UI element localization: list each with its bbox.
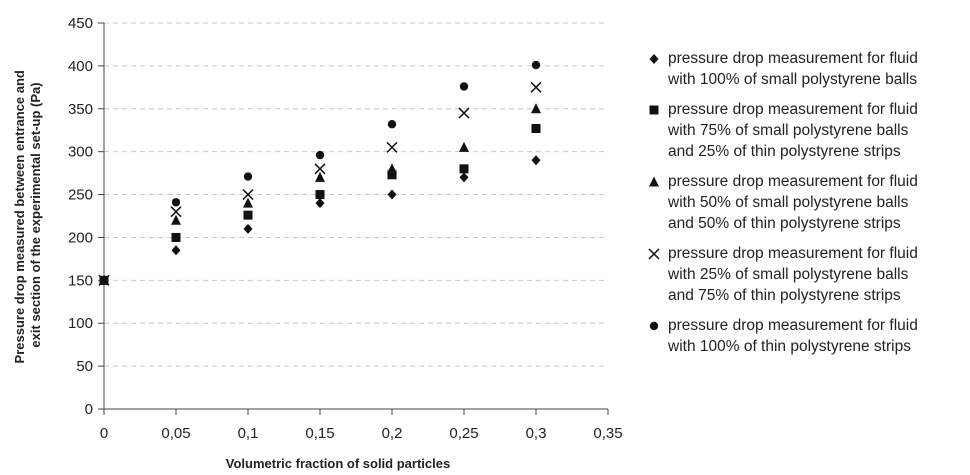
x-tick-label: 0,3 [526,425,547,442]
y-tick-label: 50 [76,358,93,375]
triangle-marker-icon [649,176,659,187]
legend-label-line: with 100% of small polystyrene balls [668,71,917,88]
data-point-x [314,163,326,175]
legend-label-line: pressure drop measurement for fluid [668,173,918,190]
data-point-triangle [315,171,325,182]
data-point-x [170,206,182,218]
data-point-x [458,107,470,119]
gridlines [104,22,608,367]
legend-label-line: pressure drop measurement for fluid [668,101,918,118]
series-diamond [99,155,541,286]
legend-marker [649,54,659,64]
axes [103,23,608,410]
data-point-diamond [459,172,469,183]
y-tick-label: 200 [68,229,93,246]
data-point-square [315,190,325,200]
data-points [98,60,542,286]
legend-label-line: and 75% of thin polystyrene strips [668,287,901,304]
legend: pressure drop measurement for fluid with … [648,48,968,366]
legend-marker [649,176,659,187]
data-point-circle [315,150,325,160]
x-tick-label: 0,15 [305,425,334,442]
x-tick-label: 0 [100,425,108,442]
data-point-square [171,232,181,242]
y-tick-label: 100 [68,315,93,332]
data-point-triangle [531,103,541,114]
legend-item: pressure drop measurement for fluid with … [648,243,968,306]
data-point-triangle [171,214,181,225]
y-tick-label: 350 [68,101,93,118]
data-point-triangle [243,197,253,208]
legend-item: pressure drop measurement for fluid with … [648,48,968,90]
y-tick-label: 450 [68,15,93,32]
legend-label-line: pressure drop measurement for fluid [668,317,918,334]
legend-label-line: with 100% of thin polystyrene strips [668,338,911,355]
circle-marker-icon [649,321,659,331]
diamond-marker-icon [649,54,659,64]
series-circle [99,60,541,285]
y-axis-title: Pressure drop measured between entrance … [12,67,43,364]
data-point-circle [387,120,397,129]
data-point-square [387,170,397,180]
x-tick-label: 0,2 [382,425,403,442]
legend-item: pressure drop measurement for fluid with … [648,171,968,234]
legend-label-line: pressure drop measurement for fluid [668,245,918,262]
legend-marker [649,321,659,331]
data-point-x [242,189,254,201]
data-point-square [459,164,469,174]
x-tick-label: 0,05 [161,425,190,442]
legend-label-line: with 75% of small polystyrene balls [668,122,909,139]
x-tick-label: 0,35 [593,425,622,442]
y-axis-ticks: 0 50 100 150 200 250 300 350 400 450 [68,15,104,418]
data-point-square [243,210,253,220]
data-point-circle [171,198,181,207]
data-point-square [531,124,541,134]
x-marker-icon [648,248,660,260]
y-axis-title-line-2: exit section of the experimental set-up … [28,82,43,347]
legend-marker [648,248,660,260]
data-point-triangle [459,141,469,152]
data-point-circle [459,82,469,91]
square-marker-icon [649,105,659,115]
data-point-diamond [171,245,181,256]
legend-label-line: with 50% of small polystyrene balls [668,194,909,211]
series-x [98,81,542,286]
data-point-x [386,141,398,153]
data-point-diamond [387,189,397,200]
y-tick-label: 150 [68,272,93,289]
legend-label-line: pressure drop measurement for fluid [668,50,918,67]
data-point-diamond [531,155,541,166]
x-axis-ticks: 0 0,05 0,1 0,15 0,2 0,25 0,3 0,35 [100,409,623,442]
data-point-circle [243,172,253,181]
y-axis-title-line-1: Pressure drop measured between entrance … [12,70,27,363]
data-point-circle [531,60,541,70]
y-tick-label: 300 [68,144,93,161]
data-point-diamond [243,223,253,234]
data-point-diamond [315,198,325,209]
legend-item: pressure drop measurement for fluid with … [648,99,968,162]
y-tick-label: 250 [68,187,93,204]
data-point-x [530,81,542,93]
legend-marker [649,105,659,115]
x-tick-label: 0,1 [238,425,259,442]
x-tick-label: 0,25 [449,425,478,442]
legend-label-line: with 25% of small polystyrene balls [668,266,909,283]
y-tick-label: 400 [68,58,93,75]
data-point-circle [99,276,109,285]
legend-label-line: and 50% of thin polystyrene strips [668,215,901,232]
legend-item: pressure drop measurement for fluid with … [648,315,968,357]
x-axis-title: Volumetric fraction of solid particles [226,456,450,471]
y-tick-label: 0 [85,401,93,418]
data-point-triangle [387,163,397,174]
legend-label-line: and 25% of thin polystyrene strips [668,143,901,160]
